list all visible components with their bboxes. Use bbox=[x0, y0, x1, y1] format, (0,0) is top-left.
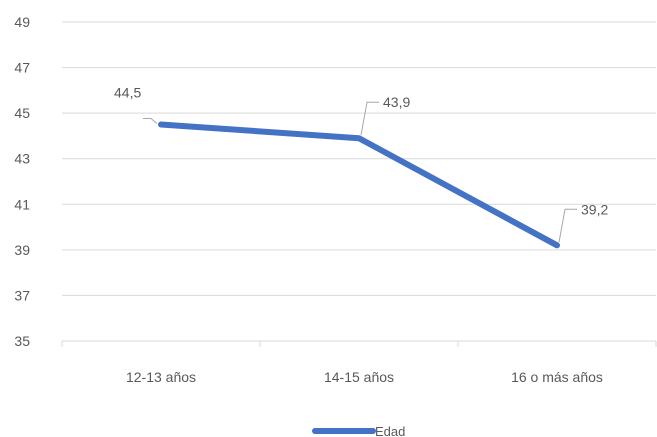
y-tick-label: 41 bbox=[14, 196, 30, 212]
x-category-label: 12-13 años bbox=[126, 369, 196, 385]
y-tick-labels: 35 37 39 41 43 45 47 49 bbox=[14, 14, 30, 349]
series-line bbox=[158, 121, 560, 249]
x-category-label: 14-15 años bbox=[324, 369, 394, 385]
data-point bbox=[356, 135, 362, 141]
gridlines bbox=[62, 21, 656, 296]
legend-label: Edad bbox=[375, 424, 405, 437]
data-label-leader bbox=[558, 208, 577, 243]
data-label: 39,2 bbox=[581, 201, 608, 217]
data-point bbox=[554, 242, 560, 248]
y-tick-label: 49 bbox=[14, 14, 30, 30]
y-tick-label: 37 bbox=[14, 287, 30, 303]
y-tick-label: 35 bbox=[14, 333, 30, 349]
x-category-labels: 12-13 años 14-15 años 16 o más años bbox=[126, 369, 603, 385]
data-label-leader bbox=[143, 118, 158, 124]
data-point bbox=[158, 122, 164, 128]
series-lines bbox=[158, 121, 560, 249]
data-labels: 44,5 43,9 39,2 bbox=[114, 85, 608, 243]
y-tick-label: 45 bbox=[14, 105, 30, 121]
data-label-leader bbox=[360, 101, 379, 136]
x-category-label: 16 o más años bbox=[511, 369, 603, 385]
legend: Edad bbox=[312, 424, 405, 437]
data-label: 44,5 bbox=[114, 85, 141, 101]
axes bbox=[61, 340, 657, 347]
data-label: 43,9 bbox=[383, 94, 410, 110]
y-tick-label: 47 bbox=[14, 60, 30, 76]
y-tick-label: 39 bbox=[14, 242, 30, 258]
y-tick-label: 43 bbox=[14, 151, 30, 167]
